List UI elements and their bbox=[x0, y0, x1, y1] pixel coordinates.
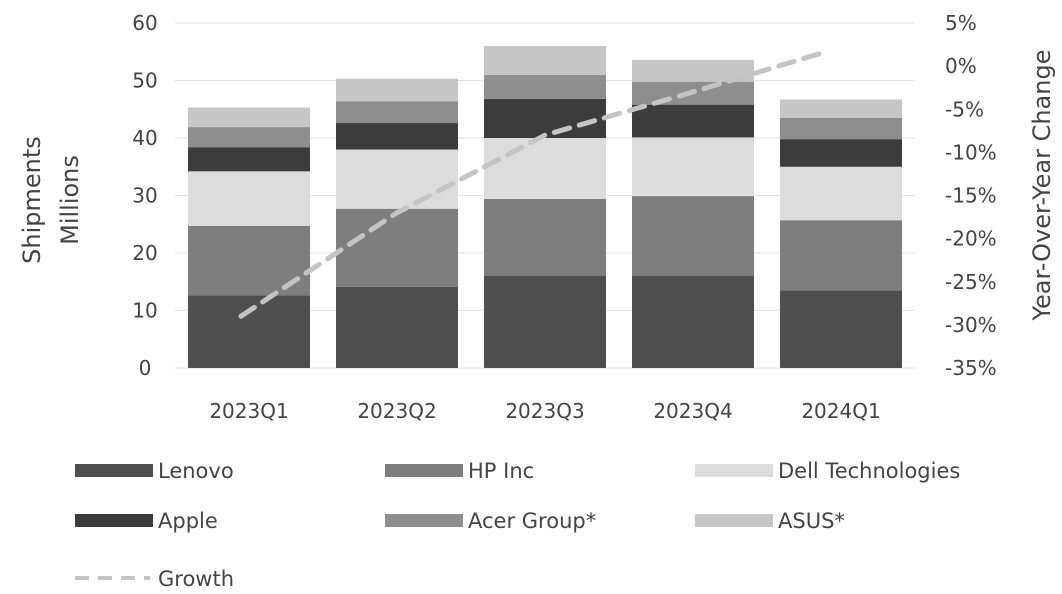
legend-swatch bbox=[695, 464, 773, 477]
legend-label: Dell Technologies bbox=[778, 459, 960, 483]
bar-segment bbox=[336, 208, 458, 287]
bar-segment bbox=[780, 139, 902, 167]
legend-label: Apple bbox=[158, 509, 218, 533]
bar-segment bbox=[484, 74, 606, 99]
x-tick-label: 2023Q1 bbox=[209, 399, 288, 423]
y2-tick-label: 5% bbox=[945, 11, 977, 35]
legend-label: Acer Group* bbox=[468, 509, 596, 533]
y-tick-label: 10 bbox=[132, 299, 157, 323]
legend-label: Lenovo bbox=[158, 459, 234, 483]
bar-segment bbox=[336, 149, 458, 209]
legend-swatch bbox=[385, 464, 463, 477]
y2-tick-label: -30% bbox=[945, 313, 997, 337]
x-tick-label: 2024Q1 bbox=[801, 399, 880, 423]
legend-swatch bbox=[75, 514, 153, 527]
bar-segment bbox=[484, 46, 606, 75]
y2-tick-label: 0% bbox=[945, 54, 977, 78]
y-axis-label-line1: Shipments bbox=[18, 136, 46, 264]
bar-segment bbox=[188, 147, 310, 172]
axes: 0 10 20 30 40 50 60 -35% -30% -25% -20% -15% -10% -5%… bbox=[132, 11, 996, 423]
x-tick-label: 2023Q2 bbox=[357, 399, 436, 423]
bar-segment bbox=[632, 276, 754, 368]
y2-tick-label: -5% bbox=[945, 97, 984, 121]
bar-segment bbox=[632, 104, 754, 138]
bar-segment bbox=[632, 59, 754, 82]
legend-swatch bbox=[385, 514, 463, 527]
x-tick-label: 2023Q4 bbox=[653, 399, 732, 423]
y-tick-label: 30 bbox=[132, 184, 157, 208]
bar-segment bbox=[188, 127, 310, 148]
bar-segment bbox=[336, 123, 458, 150]
y2-tick-label: -10% bbox=[945, 140, 997, 164]
bars bbox=[188, 46, 902, 368]
bar-segment bbox=[188, 107, 310, 128]
y2-axis-label: Year-Over-Year Change bbox=[1028, 50, 1056, 322]
legend-swatch bbox=[695, 514, 773, 527]
bar-segment bbox=[780, 220, 902, 291]
bar-segment bbox=[336, 78, 458, 102]
bar-segment bbox=[336, 286, 458, 368]
bar-segment bbox=[484, 98, 606, 138]
bar-segment bbox=[780, 99, 902, 118]
y-tick-label: 20 bbox=[132, 241, 157, 265]
bar-segment bbox=[336, 101, 458, 124]
y-tick-label: 0 bbox=[139, 356, 152, 380]
legend-swatch bbox=[75, 464, 153, 477]
bar-segment bbox=[484, 138, 606, 199]
legend-label: HP Inc bbox=[468, 459, 534, 483]
bar-segment bbox=[484, 276, 606, 368]
bar-segment bbox=[632, 137, 754, 197]
bar-segment bbox=[632, 196, 754, 276]
bar-segment bbox=[484, 198, 606, 276]
bar-segment bbox=[780, 290, 902, 368]
legend: Lenovo HP Inc Dell Technologies Apple Acer G… bbox=[75, 459, 960, 591]
y2-tick-label: -25% bbox=[945, 270, 997, 294]
growth-line-layer bbox=[238, 50, 824, 319]
bar-segment bbox=[188, 171, 310, 226]
bar-segment bbox=[780, 166, 902, 221]
y-tick-label: 40 bbox=[132, 126, 157, 150]
legend-label: ASUS* bbox=[778, 509, 845, 533]
y2-tick-label: -20% bbox=[945, 227, 997, 251]
y2-tick-label: -35% bbox=[945, 356, 997, 380]
y-tick-label: 50 bbox=[132, 69, 157, 93]
y2-tick-label: -15% bbox=[945, 184, 997, 208]
y-tick-label: 60 bbox=[132, 11, 157, 35]
bar-segment bbox=[780, 117, 902, 140]
y-axis-label-line2: Millions bbox=[56, 155, 84, 245]
bar-segment bbox=[188, 295, 310, 368]
x-tick-label: 2023Q3 bbox=[505, 399, 584, 423]
legend-label-growth: Growth bbox=[158, 567, 234, 591]
